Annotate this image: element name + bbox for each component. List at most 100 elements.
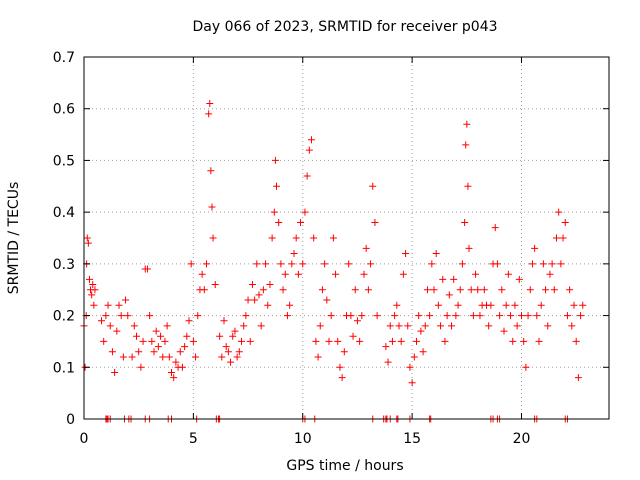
data-point bbox=[135, 348, 143, 356]
data-point bbox=[259, 286, 267, 294]
data-point bbox=[557, 260, 565, 268]
data-point bbox=[143, 265, 151, 273]
x-tick-label: 10 bbox=[294, 431, 312, 447]
data-point bbox=[454, 301, 462, 309]
data-point bbox=[415, 312, 423, 320]
data-point bbox=[187, 260, 195, 268]
data-point bbox=[301, 208, 309, 216]
data-point bbox=[393, 301, 401, 309]
data-point bbox=[157, 332, 165, 340]
data-point bbox=[308, 136, 315, 144]
data-point bbox=[555, 208, 563, 216]
data-point bbox=[577, 312, 585, 320]
data-point bbox=[98, 317, 105, 325]
data-point bbox=[222, 343, 230, 351]
data-point bbox=[406, 363, 414, 371]
data-point bbox=[292, 234, 300, 242]
data-point bbox=[124, 312, 132, 320]
data-point bbox=[325, 337, 333, 345]
data-point bbox=[513, 322, 521, 330]
data-point bbox=[526, 286, 534, 294]
data-point bbox=[279, 286, 287, 294]
data-point bbox=[233, 353, 241, 361]
data-point bbox=[224, 348, 232, 356]
data-point bbox=[579, 301, 587, 309]
data-point bbox=[170, 374, 178, 382]
data-point bbox=[550, 286, 558, 294]
data-point bbox=[270, 208, 278, 216]
data-point bbox=[360, 270, 368, 278]
data-point bbox=[165, 353, 173, 361]
y-tick-label: 0.6 bbox=[53, 102, 75, 118]
data-point bbox=[572, 337, 580, 345]
data-point bbox=[303, 172, 311, 180]
data-point bbox=[349, 332, 357, 340]
data-point bbox=[172, 358, 180, 366]
chart-title: Day 066 of 2023, SRMTID for receiver p04… bbox=[192, 19, 497, 35]
data-point bbox=[130, 322, 138, 330]
data-point bbox=[244, 296, 252, 304]
data-point bbox=[362, 244, 370, 252]
data-point bbox=[533, 312, 541, 320]
data-point bbox=[106, 322, 114, 330]
data-point bbox=[111, 368, 119, 376]
data-point bbox=[522, 363, 530, 371]
data-point bbox=[421, 322, 429, 330]
data-point bbox=[465, 244, 473, 252]
data-point bbox=[148, 337, 156, 345]
data-point bbox=[108, 348, 116, 356]
data-point bbox=[268, 234, 276, 242]
data-point bbox=[273, 182, 280, 190]
data-point bbox=[185, 317, 193, 325]
data-point bbox=[83, 234, 91, 242]
data-point bbox=[437, 322, 445, 330]
data-point bbox=[515, 275, 523, 283]
data-point bbox=[476, 312, 484, 320]
data-point bbox=[286, 301, 294, 309]
data-point bbox=[229, 332, 237, 340]
data-point bbox=[373, 312, 381, 320]
data-point bbox=[85, 275, 93, 283]
x-axis-label: GPS time / hours bbox=[286, 458, 403, 474]
data-point bbox=[528, 260, 536, 268]
data-point bbox=[410, 353, 418, 361]
data-point bbox=[456, 286, 464, 294]
data-point bbox=[520, 337, 528, 345]
data-point bbox=[240, 322, 248, 330]
data-point bbox=[553, 234, 560, 242]
data-point bbox=[384, 358, 392, 366]
data-point bbox=[531, 244, 539, 252]
data-point bbox=[251, 296, 259, 304]
data-point bbox=[137, 363, 145, 371]
data-point bbox=[458, 260, 466, 268]
data-point bbox=[340, 348, 348, 356]
data-point bbox=[327, 312, 335, 320]
grid-lines bbox=[84, 57, 609, 419]
data-point bbox=[351, 286, 359, 294]
data-point bbox=[321, 260, 329, 268]
plot-frame bbox=[83, 56, 610, 420]
data-point bbox=[417, 327, 425, 335]
y-tick-labels: 0 0.1 0.2 0.3 0.4 0.5 0.6 0.7 bbox=[53, 50, 75, 428]
data-point bbox=[334, 337, 342, 345]
data-point bbox=[419, 348, 427, 356]
data-point bbox=[511, 301, 519, 309]
data-point bbox=[452, 312, 460, 320]
data-point bbox=[430, 286, 438, 294]
data-point bbox=[382, 343, 390, 351]
y-tick-label: 0.7 bbox=[53, 50, 75, 66]
data-point bbox=[104, 301, 112, 309]
data-point bbox=[203, 260, 210, 268]
data-point bbox=[548, 260, 556, 268]
data-point bbox=[498, 286, 506, 294]
data-point bbox=[113, 327, 121, 335]
data-point bbox=[314, 353, 322, 361]
data-point bbox=[246, 337, 254, 345]
data-point bbox=[323, 296, 331, 304]
data-point bbox=[266, 281, 274, 289]
data-point bbox=[500, 327, 508, 335]
data-point bbox=[277, 260, 285, 268]
data-point bbox=[369, 182, 377, 190]
data-point bbox=[227, 358, 235, 366]
